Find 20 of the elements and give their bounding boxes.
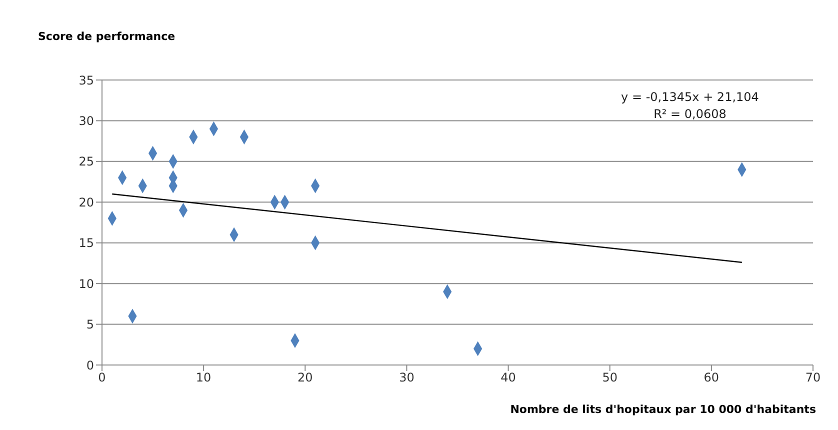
- y-tick-label: 0: [86, 358, 94, 372]
- x-tick-label: 0: [98, 370, 106, 385]
- x-tick-label: 40: [500, 370, 516, 385]
- y-tick-label: 30: [78, 114, 94, 128]
- annotation: y = -0,1345x + 21,104: [620, 89, 760, 106]
- y-axis-title: Score de performance: [38, 30, 176, 43]
- x-tick-label: 50: [602, 370, 618, 385]
- y-tick-label: 10: [78, 276, 94, 291]
- annotation: R² = 0,0608: [652, 106, 728, 123]
- x-tick-label: 30: [399, 370, 414, 385]
- x-tick-label: 10: [196, 370, 212, 385]
- x-axis-title: Nombre de lits d'hopitaux par 10 000 d'habitants: [510, 403, 816, 416]
- y-tick-label: 20: [78, 195, 94, 210]
- x-tick-label: 70: [805, 370, 821, 385]
- x-tick-label: 60: [704, 370, 720, 385]
- y-tick-label: 35: [78, 73, 94, 88]
- y-tick-label: 15: [78, 236, 94, 250]
- y-tick-label: 25: [78, 154, 94, 169]
- y-tick-label: 5: [86, 318, 94, 332]
- x-tick-label: 20: [298, 370, 313, 385]
